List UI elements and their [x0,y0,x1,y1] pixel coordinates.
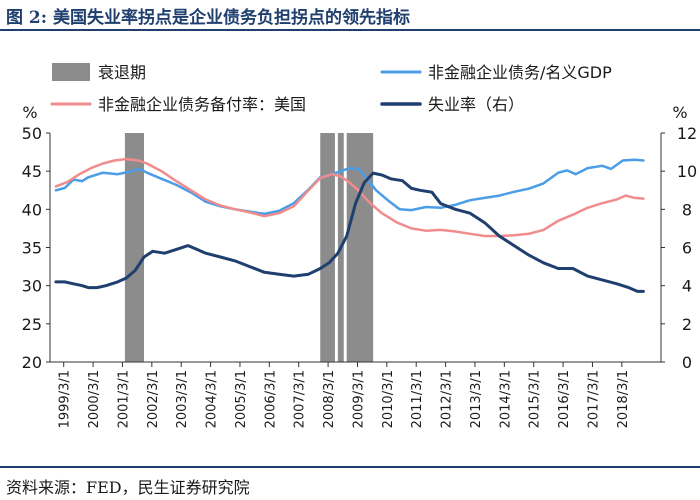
series-line-1 [54,157,645,238]
y-axis-unit-right: % [672,103,687,122]
y-tick-label-left: 40 [22,200,42,219]
legend-swatch-recession [52,63,90,81]
x-tick-label: 2007/3/1 [293,370,308,428]
source-rule [0,466,700,468]
x-tick-label: 2011/3/1 [410,370,425,428]
x-tick-label: 2001/3/1 [116,370,131,428]
legend-label-series-2: 失业率（右） [428,95,524,114]
legend-label-series-0: 非金融企业债务/名义GDP [428,63,612,82]
source-note: 资料来源：FED，民生证券研究院 [6,478,250,497]
x-tick-label: 2002/3/1 [146,370,161,428]
x-tick-label: 2015/3/1 [528,370,543,428]
x-tick-label: 1999/3/1 [58,370,73,428]
y-tick-label-right: 12 [677,124,697,143]
x-tick-label: 2017/3/1 [586,370,601,428]
y-axis-unit-left: % [22,103,37,122]
y-tick-label-right: 6 [682,239,692,258]
chart-title: 图 2: 美国失业率拐点是企业债务负担拐点的领先指标 [6,8,410,28]
y-tick-label-left: 20 [22,353,42,372]
y-tick-label-left: 45 [22,162,42,181]
chart: 20 25 30 35 40 45 50 0 2 4 6 8 10 12% % 1999/3/1 2000/3/… [22,63,697,428]
x-tick-label: 2016/3/1 [557,370,572,428]
legend-label-series-1: 非金融企业债务备付率：美国 [98,95,306,114]
x-tick-label: 2010/3/1 [381,370,396,428]
title-rule [0,29,700,31]
y-tick-label-right: 8 [682,200,692,219]
x-tick-label: 2004/3/1 [205,370,220,428]
y-tick-label-right: 2 [682,315,692,334]
x-tick-label: 2013/3/1 [469,370,484,428]
x-tick-label: 2005/3/1 [234,370,249,428]
y-tick-label-left: 25 [22,315,42,334]
y-tick-label-left: 30 [22,277,42,296]
series-line-0 [54,158,645,216]
series-line-2 [54,171,645,293]
x-tick-label: 2009/3/1 [351,370,366,428]
x-tick-label: 2006/3/1 [263,370,278,428]
x-tick-label: 2008/3/1 [322,370,337,428]
x-tick-label: 2000/3/1 [87,370,102,428]
x-tick-label: 2014/3/1 [498,370,513,428]
y-tick-label-right: 0 [682,353,692,372]
recession-band [320,133,335,362]
recession-band [124,133,144,362]
y-tick-label-right: 10 [677,162,697,181]
y-tick-label-right: 4 [682,277,692,296]
x-tick-label: 2018/3/1 [616,370,631,428]
x-tick-label: 2012/3/1 [440,370,455,428]
y-tick-label-left: 50 [22,124,42,143]
y-tick-label-left: 35 [22,239,42,258]
x-tick-label: 2003/3/1 [175,370,190,428]
legend-label-recession: 衰退期 [98,63,146,82]
